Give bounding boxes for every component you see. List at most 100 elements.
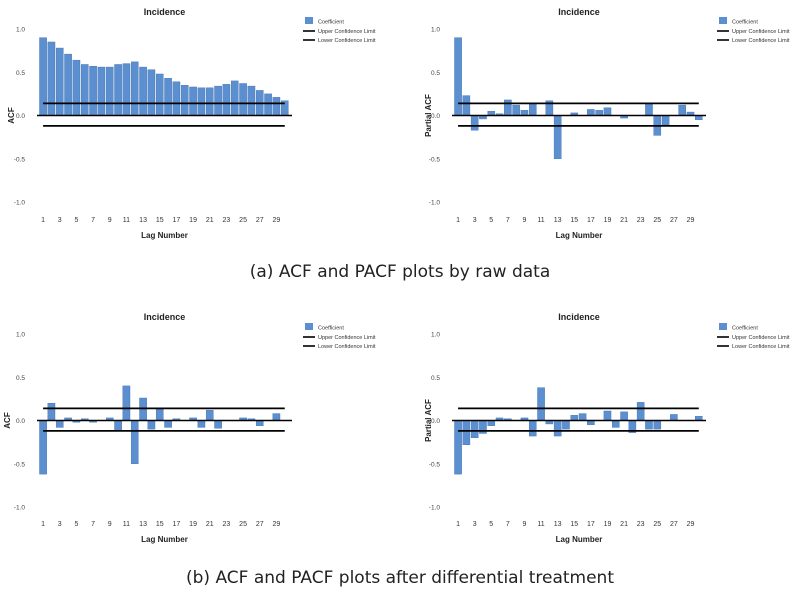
- coefficient-bar: [578, 413, 587, 421]
- coefficient-bar: [528, 420, 537, 437]
- legend-label-upper: Upper Confidence Limit: [318, 29, 376, 35]
- legend-label-upper: Upper Confidence Limit: [732, 29, 790, 35]
- coefficient-bar: [155, 409, 164, 421]
- coefficient-bar: [164, 420, 172, 428]
- coefficient-bar: [114, 420, 122, 432]
- x-tick-label: 29: [273, 217, 281, 224]
- coefficient-bar: [670, 414, 678, 421]
- y-tick-label: 1.0: [16, 332, 25, 339]
- legend-label-coefficient: Coefficient: [318, 20, 344, 26]
- x-tick-label: 29: [273, 521, 281, 528]
- x-tick-label: 3: [473, 217, 477, 224]
- legend-swatch-coefficient: [719, 17, 727, 24]
- y-tick-label: 0.0: [16, 113, 25, 120]
- coefficient-bar: [239, 83, 247, 116]
- x-tick-label: 19: [604, 521, 612, 528]
- coefficient-bar: [55, 47, 64, 116]
- x-tick-label: 5: [489, 521, 493, 528]
- x-tick-label: 15: [570, 217, 578, 224]
- y-tick-label: 0.0: [431, 418, 440, 425]
- caption-diff: (b) ACF and PACF plots after differentia…: [186, 568, 614, 588]
- x-tick-label: 11: [537, 521, 544, 528]
- y-axis-label: ACF: [7, 107, 16, 124]
- coefficient-bar: [205, 409, 214, 421]
- acf-diff-chart: Incidence 1.0 0.5 0.0 -0.5 -1.0 ACF 1 3 5 7 9 11 13 15…: [0, 308, 400, 553]
- y-axis-label: Partial ACF: [424, 94, 433, 137]
- coefficient-bar: [222, 84, 231, 116]
- x-tick-label: 1: [456, 521, 460, 528]
- x-tick-label: 21: [206, 217, 214, 224]
- x-tick-label: 1: [41, 217, 45, 224]
- x-tick-label: 11: [123, 217, 130, 224]
- legend-label-coefficient: Coefficient: [318, 326, 344, 332]
- coefficient-bar: [47, 41, 56, 116]
- coefficient-bar: [272, 97, 281, 116]
- chart-title: Incidence: [558, 7, 600, 17]
- coefficient-bar: [462, 420, 471, 445]
- x-tick-label: 23: [637, 521, 645, 528]
- coefficient-bar: [172, 81, 181, 116]
- coefficient-bar: [247, 85, 256, 116]
- coefficient-bar: [603, 107, 612, 116]
- x-tick-label: 25: [653, 521, 661, 528]
- legend-label-lower: Lower Confidence Limit: [732, 38, 790, 44]
- coefficient-bar: [214, 85, 222, 116]
- x-axis-label: Lag Number: [556, 535, 603, 544]
- legend-swatch-coefficient: [305, 17, 313, 24]
- coefficient-bar: [55, 420, 64, 428]
- coefficient-bar: [214, 420, 222, 429]
- x-tick-label: 11: [537, 217, 544, 224]
- y-tick-label: -0.5: [14, 156, 26, 163]
- coefficient-bar: [504, 99, 512, 116]
- x-tick-label: 25: [653, 217, 661, 224]
- x-tick-label: 27: [256, 521, 264, 528]
- legend-swatch-coefficient: [719, 323, 727, 330]
- legend-label-lower: Lower Confidence Limit: [318, 344, 376, 350]
- legend-label-lower: Lower Confidence Limit: [318, 38, 376, 44]
- coefficient-bar: [197, 420, 206, 428]
- coefficient-bar: [620, 411, 628, 421]
- x-tick-label: 29: [687, 217, 695, 224]
- legend-label-upper: Upper Confidence Limit: [318, 335, 376, 341]
- coefficient-bar: [603, 410, 612, 421]
- y-tick-label: 0.0: [431, 113, 440, 120]
- x-tick-label: 7: [91, 521, 95, 528]
- coefficient-bar: [122, 385, 131, 421]
- coefficient-bar: [587, 109, 595, 116]
- x-tick-label: 3: [58, 217, 62, 224]
- x-tick-label: 13: [554, 521, 562, 528]
- coefficient-bar: [272, 413, 281, 421]
- x-tick-label: 27: [670, 521, 678, 528]
- y-tick-label: -0.5: [429, 461, 441, 468]
- coefficient-bar: [470, 115, 479, 131]
- coefficient-bar: [537, 387, 545, 421]
- x-tick-label: 23: [223, 217, 231, 224]
- x-tick-label: 19: [189, 521, 197, 528]
- x-tick-label: 19: [604, 217, 612, 224]
- x-tick-label: 7: [506, 217, 510, 224]
- x-tick-label: 7: [506, 521, 510, 528]
- y-tick-label: -1.0: [429, 200, 441, 207]
- coefficient-bar: [39, 420, 47, 475]
- x-tick-label: 9: [108, 521, 112, 528]
- x-tick-label: 5: [74, 521, 78, 528]
- coefficient-bar: [114, 64, 122, 116]
- coefficient-bar: [147, 69, 156, 116]
- coefficient-bar: [155, 73, 164, 116]
- x-tick-label: 27: [256, 217, 264, 224]
- y-tick-label: 1.0: [431, 332, 440, 339]
- x-axis-label: Lag Number: [556, 231, 603, 240]
- chart-title: Incidence: [144, 312, 186, 322]
- coefficient-bar: [80, 64, 89, 116]
- coefficient-bar: [122, 63, 131, 116]
- x-tick-label: 17: [587, 217, 595, 224]
- coefficient-bar: [678, 104, 686, 116]
- coefficient-bar: [164, 78, 172, 116]
- y-tick-label: 0.5: [16, 70, 25, 77]
- coefficient-bar: [470, 420, 479, 438]
- x-tick-label: 23: [223, 521, 231, 528]
- coefficient-bar: [512, 104, 520, 116]
- coefficient-bar: [454, 420, 462, 475]
